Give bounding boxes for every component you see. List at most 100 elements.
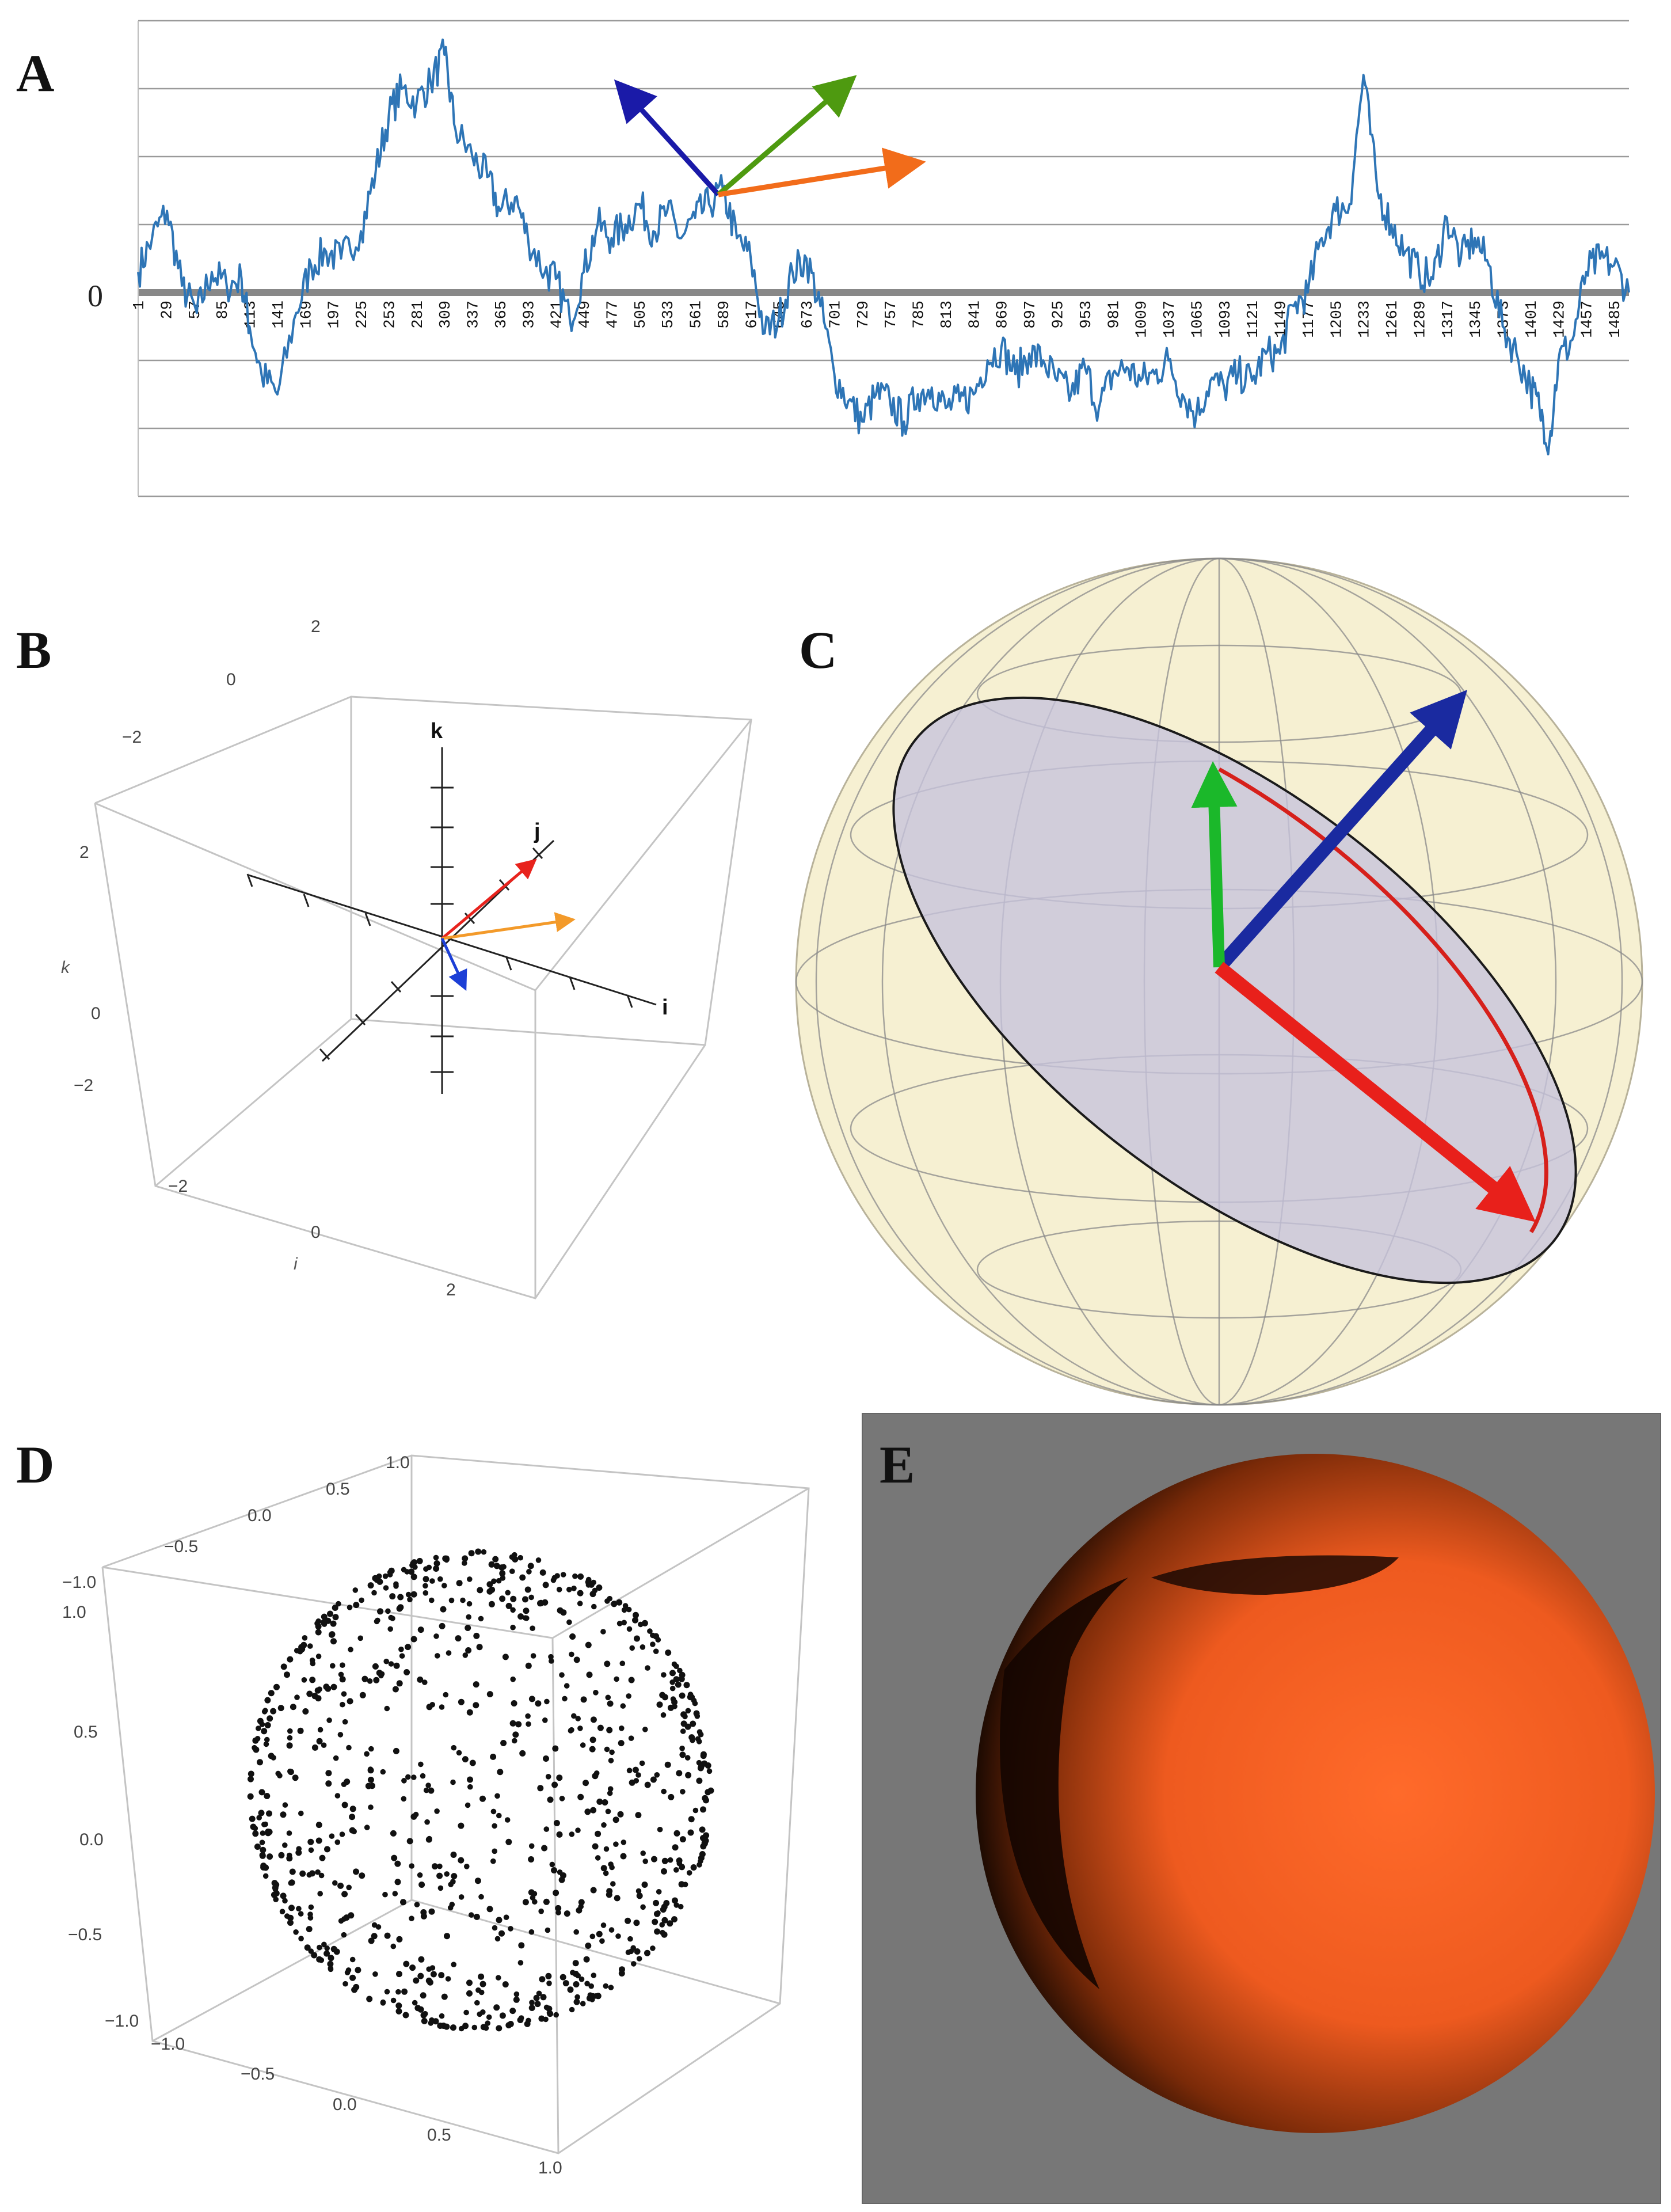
panel-d-point [483,2025,489,2031]
panel-d-point [325,1780,332,1787]
panel-d-point [342,1981,348,1987]
panel-letter-c: C [799,621,837,679]
panel-d-point [685,1708,691,1714]
panel-d-point [569,2006,575,2013]
panel-d-point [597,1724,604,1731]
panel-d-point [364,1751,370,1757]
panel-d-point [556,1831,563,1838]
panel-a-x-tick-label: 1 [131,301,149,310]
panel-d-point [448,1597,455,1603]
panel-d-point [485,2020,490,2026]
panel-d-point [622,1603,629,1609]
panel-d-point [418,1761,424,1768]
panel-d-point [429,1597,435,1603]
panel-d-point [315,1654,322,1659]
panel-d-point [467,1776,473,1783]
panel-d-point [341,1801,348,1808]
panel-d-point [573,1656,580,1663]
panel-d-point [636,1892,643,1899]
panel-d-point [264,1793,271,1799]
panel-d-point [474,2000,480,2006]
panel-d-point [697,1765,704,1772]
panel-d-point [599,1938,605,1944]
panel-d-point [384,1705,390,1712]
panel-d-point [671,1699,678,1705]
panel-a-x-tick-label: 925 [1050,301,1068,329]
panel-d-point [426,1564,432,1571]
panel-d-point [330,1620,337,1627]
panel-d-point [298,1936,304,1941]
panel-d-point [621,1620,627,1626]
panel-d-point [263,1741,269,1747]
panel-d-point [589,1746,596,1753]
panel-d-point [330,1663,336,1669]
panel-d-point [288,1905,295,1911]
panel-d-point [613,1841,619,1847]
panel-d-point [270,1708,277,1715]
panel-d-point [555,1910,561,1915]
panel-d-point [591,1972,597,1978]
panel-d-point [603,1870,609,1876]
panel-d-left-tick-05: 0.5 [74,1723,98,1742]
panel-d-point [462,1560,467,1566]
panel-d-point [361,1675,368,1682]
panel-d-point [589,1933,596,1940]
panel-d-point [347,1605,353,1610]
panel-d-point [620,1853,627,1860]
panel-d-point [669,1685,676,1692]
panel-d-point [267,1853,273,1860]
panel-a-x-tick-label: 365 [493,301,511,329]
panel-d-point [410,1574,417,1580]
panel-d-point [675,1681,682,1688]
panel-d-point [440,1606,447,1613]
panel-d-point [401,1778,407,1784]
panel-d-point [395,1989,401,1995]
panel-d-point [700,1753,707,1759]
panel-d-point [410,1591,417,1598]
panel-d-point [401,1796,407,1802]
panel-d-point [420,1773,426,1779]
panel-d-point [473,1913,480,1920]
panel-d-point [494,1936,501,1942]
panel-d-point [422,1583,428,1589]
panel-b-i-tick-0: 0 [311,1223,321,1242]
panel-d-point [478,1989,485,1996]
panel-d-point [542,1717,548,1723]
panel-d-point [566,1619,572,1625]
panel-a-x-tick-label: 1429 [1551,301,1569,338]
panel-a-x-tick-label: 953 [1078,301,1095,329]
panel-d-point [491,1578,497,1584]
panel-d-point [380,1769,386,1775]
panel-d-point [499,2012,506,2019]
panel-d-point [267,1715,273,1722]
panel-d-point [406,1838,413,1845]
panel-d-point [349,1827,356,1834]
panel-d-point [496,1917,503,1924]
panel-d-point [346,1744,352,1751]
panel-d-point [496,1812,502,1819]
panel-d-point [580,2001,586,2006]
panel-d-point [696,1739,702,1744]
panel-b-i-tick-neg2: −2 [168,1177,188,1196]
panel-a-x-tick-label: 1457 [1579,301,1597,338]
panel-d-point [519,1574,526,1581]
panel-d-point [248,1770,254,1777]
panel-d-point [336,1601,341,1607]
panel-d-point [297,1727,304,1734]
panel-d-point [380,2000,386,2006]
panel-d-point [673,1902,679,1908]
panel-d-point [557,1869,563,1875]
panel-d-point [315,1623,322,1630]
panel-d-point [411,1559,418,1566]
panel-d-point [497,1769,504,1776]
panel-d-point [564,1910,570,1917]
panel-d-point [672,1844,679,1851]
panel-d-point [261,1728,268,1735]
panel-c-vector-green [1191,761,1238,968]
panel-d-point [592,1843,599,1850]
panel-d-point [641,1882,648,1888]
panel-d-point [307,1838,314,1845]
panel-d-point [389,1593,396,1600]
panel-d-point [564,1683,570,1689]
panel-d-point [293,1929,299,1935]
